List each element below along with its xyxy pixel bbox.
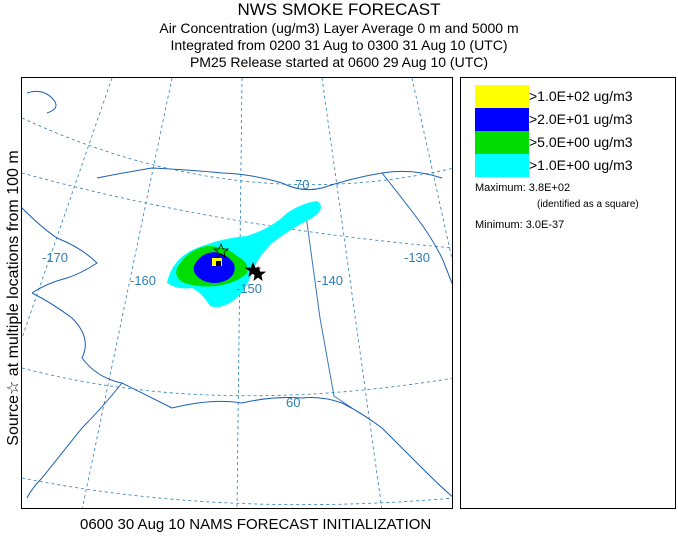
- lon-label-170: -170: [42, 250, 68, 265]
- lon-line-160: [82, 78, 173, 508]
- lat-line-70: [22, 172, 452, 249]
- alaska-southwest-coast: [31, 292, 173, 409]
- plume-level-4: [193, 252, 235, 283]
- legend-maximum-note: (identified as a square): [537, 199, 639, 210]
- source-star-3: [249, 265, 267, 281]
- lon-line-140: [321, 78, 383, 508]
- canada-coast: [381, 172, 452, 285]
- coastline: [22, 90, 452, 499]
- legend-swatch-2: [475, 108, 529, 131]
- lat-line-75: [22, 117, 452, 186]
- legend-label-1: >1.0E+02 ug/m3: [529, 88, 633, 104]
- legend-swatch-1: [475, 85, 529, 108]
- map-panel: -170 -160 -150 -140 -130 70 60: [21, 77, 453, 509]
- alaska-north-coast: [96, 167, 443, 191]
- legend-panel: >1.0E+02 ug/m3 >2.0E+01 ug/m3 >5.0E+00 u…: [460, 77, 676, 509]
- alaska-west-coast: [22, 207, 98, 294]
- forecast-initialization-label: 0600 30 Aug 10 NAMS FORECAST INITIALIZAT…: [80, 516, 432, 533]
- lon-label-130: -130: [404, 250, 430, 265]
- title-line-2: Air Concentration (ug/m3) Layer Average …: [159, 20, 519, 36]
- us-canada-border: [304, 207, 353, 409]
- lat-label-70: 70: [295, 177, 309, 192]
- lon-line-130: [411, 78, 452, 261]
- map-svg: -170 -160 -150 -140 -130 70 60: [22, 78, 452, 508]
- legend-minimum: Minimum: 3.0E-37: [475, 219, 565, 231]
- wrangel-island: [26, 90, 57, 114]
- legend-label-4: >1.0E+00 ug/m3: [529, 157, 633, 173]
- legend-label-2: >2.0E+01 ug/m3: [529, 111, 633, 127]
- lat-line-55: [22, 477, 452, 506]
- legend-label-3: >5.0E+00 ug/m3: [529, 134, 633, 150]
- lon-label-150: -150: [236, 281, 262, 296]
- title-line-4: PM25 Release started at 0600 29 Aug 10 (…: [189, 54, 489, 70]
- source-star-1: [212, 242, 230, 258]
- lat-label-60: 60: [286, 395, 300, 410]
- source-markers: [212, 242, 267, 281]
- legend-swatch-4: [475, 154, 529, 177]
- alaska-peninsula: [26, 382, 123, 499]
- title-line-3: Integrated from 0200 31 Aug to 0300 31 A…: [170, 37, 508, 53]
- lat-line-60: [22, 367, 452, 397]
- legend-swatch-3: [475, 131, 529, 154]
- graticule-labels: -170 -160 -150 -140 -130 70 60: [42, 177, 430, 410]
- lon-line-170: [22, 78, 113, 339]
- legend-maximum: Maximum: 3.8E+02: [475, 182, 571, 194]
- lon-label-140: -140: [317, 273, 343, 288]
- title-line-1: NWS SMOKE FORECAST: [237, 0, 441, 19]
- lon-label-160: -160: [130, 273, 156, 288]
- maximum-marker: [216, 261, 221, 266]
- alaska-south-coast: [171, 397, 452, 497]
